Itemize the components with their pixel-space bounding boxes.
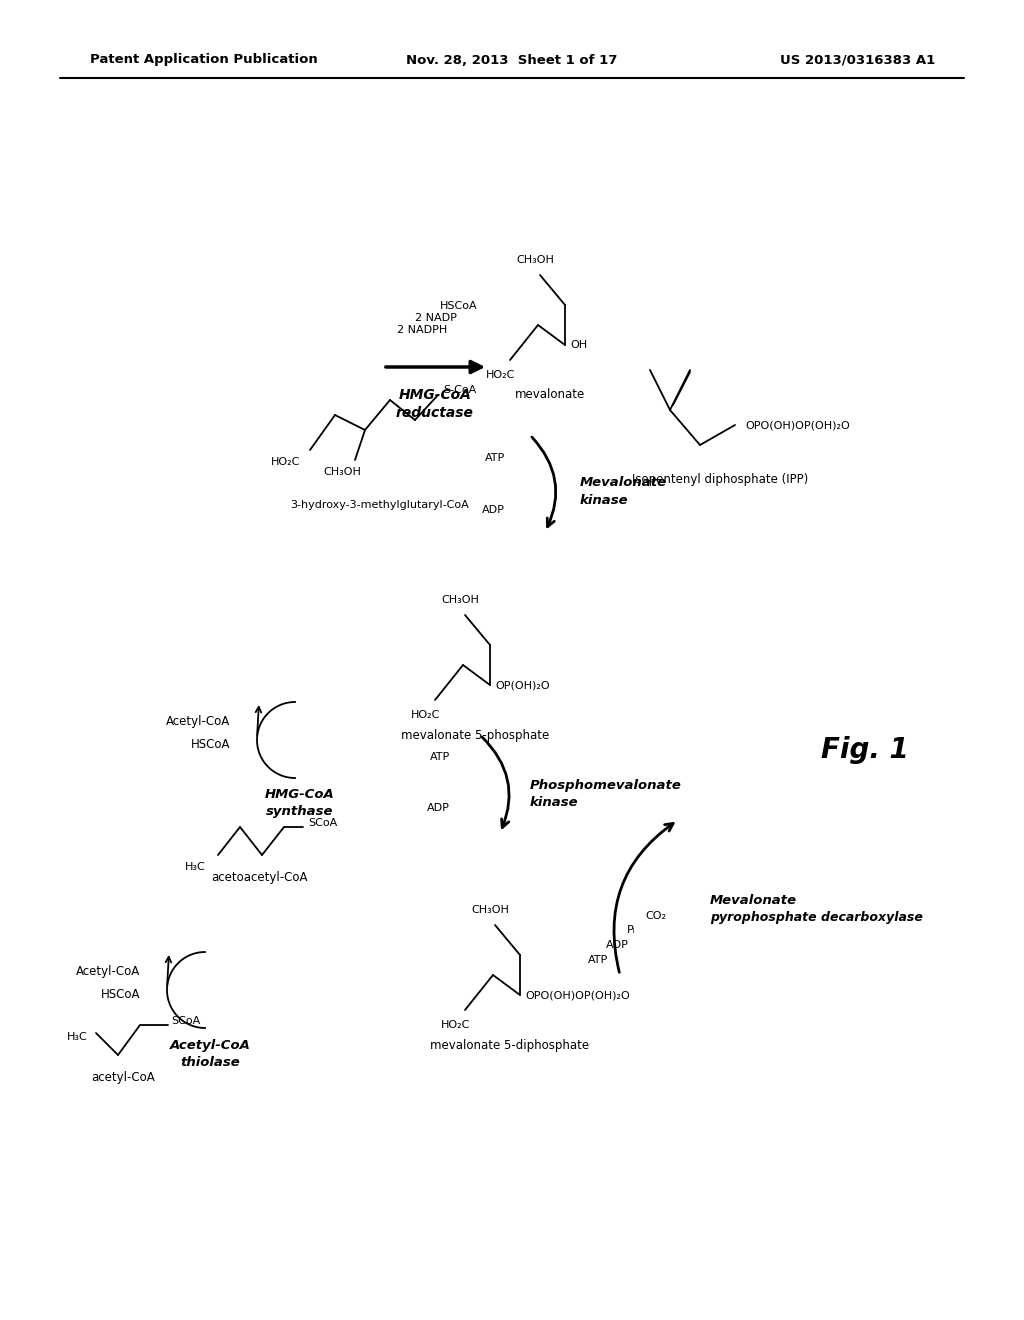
Text: Mevalonate: Mevalonate	[580, 477, 667, 490]
Text: HSCoA: HSCoA	[190, 738, 230, 751]
Text: HO₂C: HO₂C	[270, 457, 300, 467]
Text: H₃C: H₃C	[68, 1032, 88, 1041]
Text: 2 NADPH: 2 NADPH	[397, 325, 447, 335]
Text: 2 NADP: 2 NADP	[415, 313, 457, 323]
Text: OPO(OH)OP(OH)₂O: OPO(OH)OP(OH)₂O	[525, 990, 630, 1001]
Text: CH₃OH: CH₃OH	[471, 906, 509, 915]
Text: HO₂C: HO₂C	[485, 370, 515, 380]
Text: thiolase: thiolase	[180, 1056, 240, 1068]
Text: Nov. 28, 2013  Sheet 1 of 17: Nov. 28, 2013 Sheet 1 of 17	[407, 54, 617, 66]
Text: ATP: ATP	[588, 954, 608, 965]
Text: CO₂: CO₂	[645, 911, 666, 921]
Text: kinase: kinase	[580, 494, 629, 507]
Text: mevalonate 5-diphosphate: mevalonate 5-diphosphate	[430, 1039, 590, 1052]
Text: CH₃OH: CH₃OH	[323, 467, 360, 477]
Text: Pᵢ: Pᵢ	[627, 925, 636, 935]
Text: mevalonate: mevalonate	[515, 388, 585, 401]
Text: ADP: ADP	[606, 940, 629, 950]
Text: acetyl-CoA: acetyl-CoA	[91, 1071, 155, 1084]
Text: CH₃OH: CH₃OH	[441, 595, 479, 605]
Text: acetoacetyl-CoA: acetoacetyl-CoA	[212, 870, 308, 883]
Text: HMG-CoA: HMG-CoA	[398, 388, 471, 403]
Text: ADP: ADP	[482, 506, 505, 515]
Text: Phosphomevalonate: Phosphomevalonate	[530, 779, 682, 792]
Text: reductase: reductase	[396, 407, 474, 420]
Text: Acetyl-CoA: Acetyl-CoA	[76, 965, 140, 978]
Text: mevalonate 5-phosphate: mevalonate 5-phosphate	[400, 729, 549, 742]
Text: HSCoA: HSCoA	[100, 989, 140, 1002]
Text: US 2013/0316383 A1: US 2013/0316383 A1	[779, 54, 935, 66]
Text: OP(OH)₂O: OP(OH)₂O	[495, 680, 550, 690]
Text: SCoA: SCoA	[308, 818, 337, 828]
Text: CH₃OH: CH₃OH	[516, 255, 554, 265]
Text: kinase: kinase	[530, 796, 579, 808]
Text: 3-hydroxy-3-methylglutaryl-CoA: 3-hydroxy-3-methylglutaryl-CoA	[291, 500, 469, 510]
Text: HSCoA: HSCoA	[440, 301, 477, 312]
Text: ATP: ATP	[430, 752, 450, 762]
Text: Fig. 1: Fig. 1	[821, 737, 909, 764]
Text: HO₂C: HO₂C	[411, 710, 440, 719]
Text: pyrophosphate decarboxylase: pyrophosphate decarboxylase	[710, 911, 923, 924]
Text: Acetyl-CoA: Acetyl-CoA	[170, 1039, 251, 1052]
Text: HMG-CoA: HMG-CoA	[265, 788, 335, 801]
Text: S-CoA: S-CoA	[443, 385, 476, 395]
Text: Isopentenyl diphosphate (IPP): Isopentenyl diphosphate (IPP)	[632, 474, 808, 487]
Text: synthase: synthase	[266, 805, 334, 818]
Text: OH: OH	[570, 341, 587, 350]
Text: Mevalonate: Mevalonate	[710, 894, 797, 907]
Text: HO₂C: HO₂C	[440, 1020, 470, 1030]
Text: OPO(OH)OP(OH)₂O: OPO(OH)OP(OH)₂O	[745, 420, 850, 430]
Text: SCoA: SCoA	[171, 1016, 201, 1026]
Text: ATP: ATP	[484, 453, 505, 463]
Text: Acetyl-CoA: Acetyl-CoA	[166, 715, 230, 729]
Text: Patent Application Publication: Patent Application Publication	[90, 54, 317, 66]
Text: ADP: ADP	[427, 803, 450, 813]
Text: H₃C: H₃C	[185, 862, 206, 873]
